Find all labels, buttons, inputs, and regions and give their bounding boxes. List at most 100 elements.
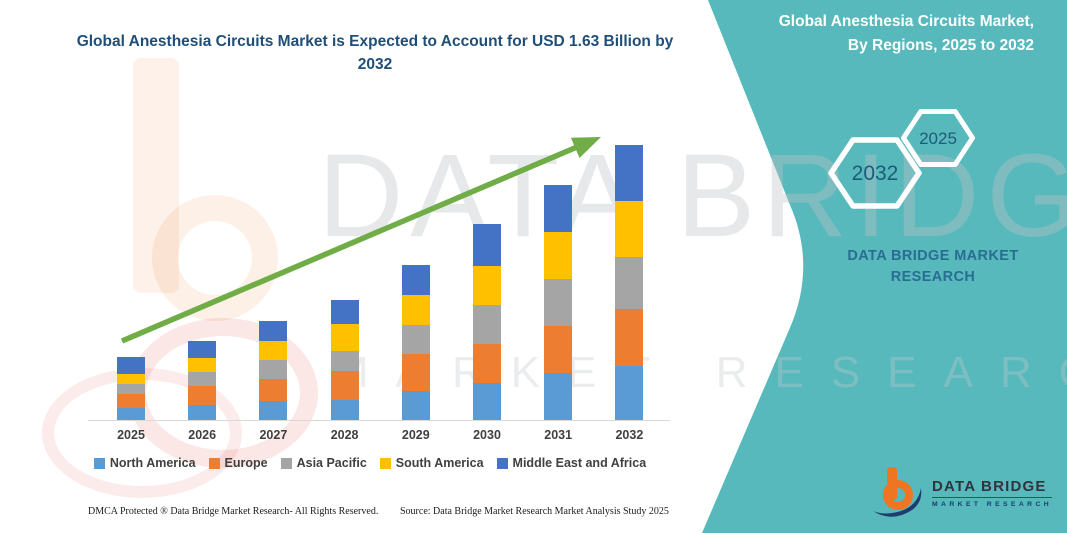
bar-segment-2027-middle-east-and-africa bbox=[259, 321, 288, 341]
bar-segment-2029-europe bbox=[401, 354, 430, 391]
bar-segment-2029-middle-east-and-africa bbox=[401, 265, 430, 295]
bar-segment-2028-north-america bbox=[330, 400, 359, 420]
panel-title: Global Anesthesia Circuits Market, By Re… bbox=[714, 10, 1034, 58]
bar-segment-2025-north-america bbox=[117, 408, 145, 420]
legend-item-north-america: North America bbox=[93, 456, 196, 470]
bar-segment-2030-asia-pacific bbox=[473, 305, 501, 344]
bar-segment-2031-asia-pacific bbox=[544, 279, 573, 326]
legend-swatch-icon bbox=[93, 457, 105, 469]
bar-segment-2025-asia-pacific bbox=[117, 384, 145, 394]
bar-segment-2026-middle-east-and-africa bbox=[188, 341, 217, 358]
bar-segment-2031-south-america bbox=[544, 232, 573, 279]
bar-segment-2030-north-america bbox=[473, 383, 501, 420]
bar-segment-2025-europe bbox=[117, 394, 145, 408]
logo-b-bowl bbox=[883, 480, 913, 510]
legend-label: Asia Pacific bbox=[296, 456, 367, 470]
bar-segment-2027-asia-pacific bbox=[259, 360, 288, 379]
hexagon-2025-label: 2025 bbox=[919, 129, 957, 148]
logo-subtitle: MARKET RESEARCH bbox=[932, 500, 1053, 508]
panel-title-line2: By Regions, 2025 to 2032 bbox=[847, 37, 1034, 54]
footer-source-text: Source: Data Bridge Market Research Mark… bbox=[400, 506, 669, 517]
bar-segment-2027-north-america bbox=[259, 401, 288, 420]
legend-item-europe: Europe bbox=[208, 456, 268, 470]
x-axis-label-2031: 2031 bbox=[544, 428, 573, 442]
bar-segment-2027-south-america bbox=[259, 341, 288, 360]
data-bridge-logo: DATA BRIDGE MARKET RESEARCH bbox=[872, 466, 1053, 520]
brand-text-line1: DATA BRIDGE MARKET bbox=[847, 248, 1019, 264]
bar-segment-2026-south-america bbox=[188, 358, 217, 372]
bar-segment-2028-south-america bbox=[330, 324, 359, 351]
stacked-bar-2029 bbox=[401, 265, 430, 420]
hexagon-2032 bbox=[828, 137, 922, 209]
year-hexagons: 2032 2025 bbox=[828, 109, 975, 209]
bar-segment-2028-asia-pacific bbox=[330, 351, 359, 371]
bar-segment-2030-south-america bbox=[473, 266, 501, 305]
stacked-bar-2032 bbox=[615, 145, 644, 420]
logo-texts: DATA BRIDGE MARKET RESEARCH bbox=[932, 478, 1053, 508]
trend-arrow-head bbox=[570, 137, 601, 158]
bar-segment-2032-europe bbox=[615, 309, 644, 366]
bar-segment-2028-middle-east-and-africa bbox=[330, 300, 359, 324]
panel-title-line1: Global Anesthesia Circuits Market, bbox=[778, 13, 1034, 30]
bar-segment-2028-europe bbox=[330, 371, 359, 400]
x-axis-label-2032: 2032 bbox=[615, 428, 644, 442]
legend-label: Europe bbox=[224, 456, 268, 470]
chart-legend: North America Europe Asia Pacific South Ame… bbox=[40, 456, 700, 470]
x-axis-label-2025: 2025 bbox=[117, 428, 145, 442]
legend-swatch-icon bbox=[208, 457, 220, 469]
legend-swatch-icon bbox=[496, 457, 508, 469]
footer-dmca-text: DMCA Protected ® Data Bridge Market Rese… bbox=[88, 506, 379, 517]
teal-panel-shape bbox=[702, 0, 1067, 533]
bar-segment-2029-south-america bbox=[401, 295, 430, 325]
bar-segment-2026-north-america bbox=[188, 405, 217, 420]
legend-label: North America bbox=[109, 456, 196, 470]
logo-swoosh bbox=[873, 488, 922, 517]
legend-item-middle-east-and-africa: Middle East and Africa bbox=[496, 456, 647, 470]
hexagon-2032-label: 2032 bbox=[852, 162, 899, 185]
bar-segment-2032-north-america bbox=[615, 366, 644, 420]
stacked-bar-2028 bbox=[330, 300, 359, 420]
x-axis-label-2027: 2027 bbox=[259, 428, 288, 442]
x-axis-label-2029: 2029 bbox=[401, 428, 430, 442]
bar-segment-2031-north-america bbox=[544, 373, 573, 420]
bar-segment-2030-europe bbox=[473, 344, 501, 383]
legend-item-asia-pacific: Asia Pacific bbox=[280, 456, 367, 470]
bar-segment-2025-middle-east-and-africa bbox=[117, 357, 145, 374]
bar-segment-2025-south-america bbox=[117, 374, 145, 384]
bar-segment-2029-asia-pacific bbox=[401, 325, 430, 354]
bar-segment-2031-middle-east-and-africa bbox=[544, 185, 573, 232]
brand-text: DATA BRIDGE MARKET RESEARCH bbox=[833, 246, 1033, 288]
stacked-bar-2030 bbox=[473, 224, 501, 420]
legend-label: South America bbox=[395, 456, 484, 470]
x-axis-label-2028: 2028 bbox=[330, 428, 359, 442]
legend-item-south-america: South America bbox=[379, 456, 484, 470]
stacked-bar-2026 bbox=[188, 341, 217, 420]
chart-title: Global Anesthesia Circuits Market is Exp… bbox=[76, 33, 674, 73]
hexagon-2025 bbox=[901, 109, 975, 167]
logo-name: DATA BRIDGE bbox=[932, 478, 1053, 499]
stacked-bar-2025 bbox=[117, 357, 145, 420]
bar-segment-2029-north-america bbox=[401, 391, 430, 420]
bar-segment-2026-asia-pacific bbox=[188, 372, 217, 386]
bar-segment-2031-europe bbox=[544, 326, 573, 373]
bar-segment-2032-south-america bbox=[615, 201, 644, 257]
trend-arrow-line bbox=[120, 144, 579, 344]
x-axis-label-2030: 2030 bbox=[473, 428, 501, 442]
plot-area bbox=[88, 128, 670, 421]
trend-arrow bbox=[120, 137, 601, 344]
stacked-bar-2031 bbox=[544, 185, 573, 420]
bar-segment-2030-middle-east-and-africa bbox=[473, 224, 501, 266]
stacked-bar-2027 bbox=[259, 321, 288, 420]
legend-swatch-icon bbox=[280, 457, 292, 469]
legend-swatch-icon bbox=[379, 457, 391, 469]
bar-segment-2032-asia-pacific bbox=[615, 257, 644, 309]
data-bridge-logo-icon bbox=[873, 467, 922, 517]
brand-text-line2: RESEARCH bbox=[890, 269, 976, 285]
x-axis-label-2026: 2026 bbox=[188, 428, 217, 442]
legend-label: Middle East and Africa bbox=[512, 456, 647, 470]
bar-segment-2027-europe bbox=[259, 379, 288, 401]
bar-segment-2032-middle-east-and-africa bbox=[615, 145, 644, 201]
bar-segment-2026-europe bbox=[188, 386, 217, 405]
